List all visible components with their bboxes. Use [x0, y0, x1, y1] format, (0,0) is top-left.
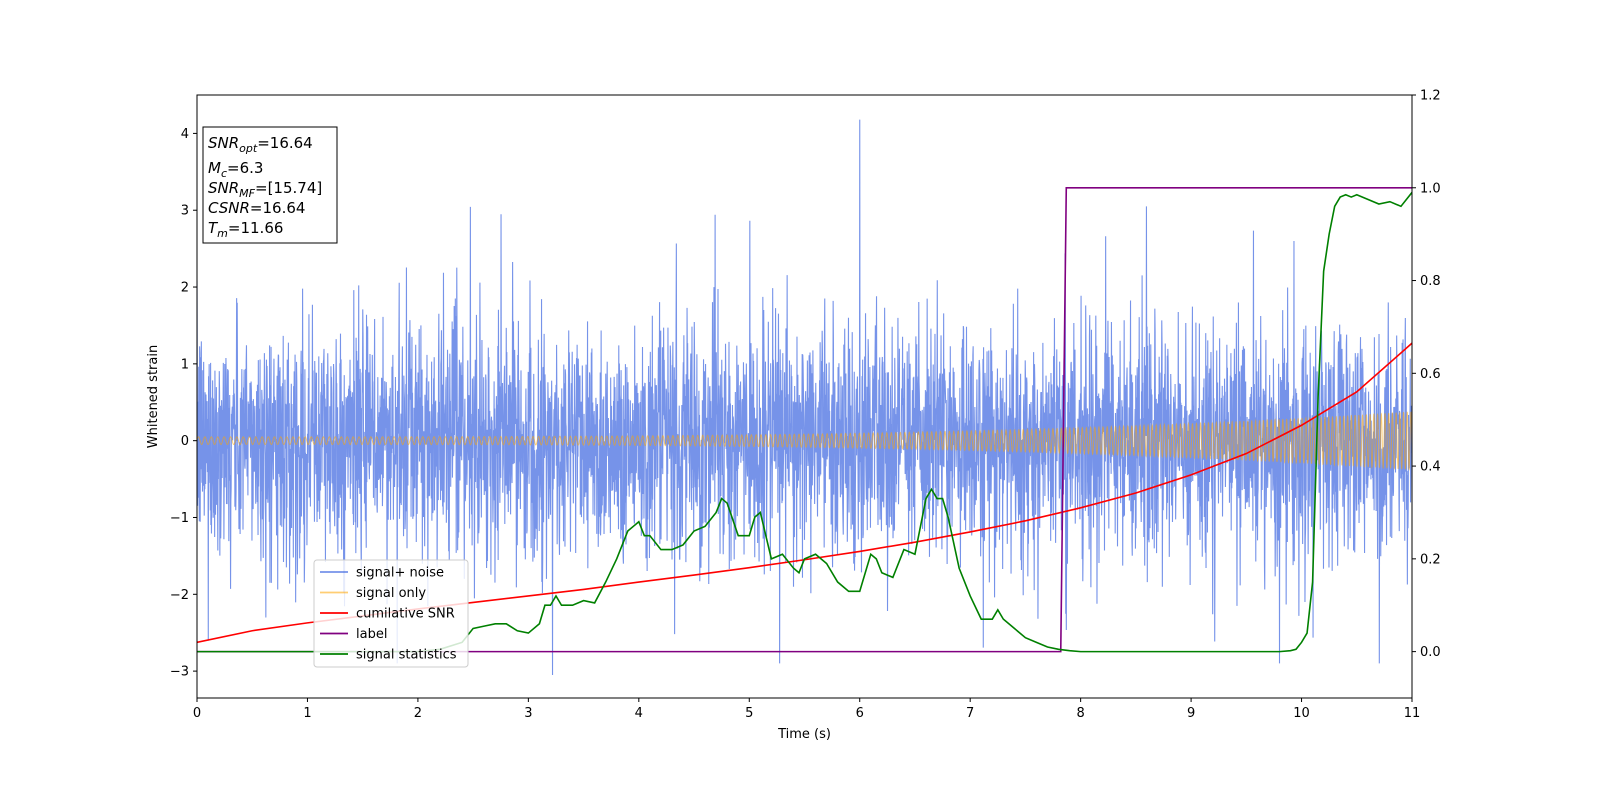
y-tick-label-left: −2 — [170, 588, 189, 603]
annotation-line: SNRMF=[15.74] — [208, 179, 322, 200]
y-tick-label-right: 0.2 — [1420, 552, 1441, 567]
y-tick-label-left: 1 — [181, 357, 189, 372]
x-tick-label: 4 — [635, 706, 643, 721]
y-tick-label-left: −1 — [170, 511, 189, 526]
x-tick-label: 3 — [524, 706, 532, 721]
y-tick-label-right: 1.2 — [1420, 89, 1441, 104]
annotation-frame — [202, 126, 338, 244]
series-signal-only — [197, 411, 1412, 471]
x-tick-label: 0 — [193, 706, 201, 721]
plot-frame — [196, 94, 1413, 699]
series-signal-noise — [197, 119, 1412, 675]
annotation-line: Mc=6.3 — [208, 159, 263, 180]
annotation-line: Tm=11.66 — [208, 219, 283, 240]
series-label — [197, 186, 1412, 653]
x-tick-label: 10 — [1293, 706, 1310, 721]
legend-entry-label: label — [356, 627, 387, 642]
x-tick-label: 11 — [1404, 706, 1421, 721]
y-tick-label-right: 0.0 — [1420, 645, 1441, 660]
legend-entry-signal-statistics: signal statistics — [356, 648, 457, 663]
y-axis-label: Whitened strain — [146, 345, 161, 448]
legend-entry-cumulative-snr: cumilative SNR — [356, 607, 455, 622]
x-axis: 0 1 2 3 4 5 6 7 8 9 10 11 — [193, 698, 1420, 721]
x-tick-label: 1 — [303, 706, 311, 721]
y-tick-label-left: 4 — [181, 127, 189, 142]
y-tick-label-right: 0.6 — [1420, 367, 1441, 382]
x-tick-label: 8 — [1076, 706, 1084, 721]
y-tick-label-left: 3 — [181, 204, 189, 219]
x-tick-label: 7 — [966, 706, 974, 721]
x-tick-label: 9 — [1187, 706, 1195, 721]
y-tick-label-left: 0 — [181, 434, 189, 449]
y-tick-label-right: 0.4 — [1420, 460, 1441, 475]
y-axis-right: 0.0 0.2 0.4 0.6 0.8 1.0 1.2 — [1412, 89, 1441, 660]
y-tick-label-right: 1.0 — [1420, 181, 1441, 196]
x-tick-label: 2 — [414, 706, 422, 721]
x-tick-label: 6 — [856, 706, 864, 721]
series-signal-statistics — [197, 191, 1412, 653]
legend-entry-signal-only: signal only — [356, 586, 426, 601]
legend-entry-signal-noise: signal+ noise — [356, 566, 444, 581]
legend: signal+ noise signal only cumilative SNR la… — [313, 559, 469, 668]
annotation-line: SNRopt=16.64 — [208, 134, 313, 155]
x-axis-label: Time (s) — [777, 727, 831, 742]
annotation-line: CSNR=16.64 — [208, 199, 305, 217]
y-tick-label-left: 2 — [181, 281, 189, 296]
y-axis-left: −3 −2 −1 0 1 2 3 4 — [170, 127, 197, 680]
y-tick-label-right: 0.8 — [1420, 274, 1441, 289]
x-tick-label: 5 — [745, 706, 753, 721]
legend-frame — [313, 559, 469, 668]
y-tick-label-left: −3 — [170, 665, 189, 680]
annotation-box: SNRopt=16.64 Mc=6.3SNRMF=[15.74]CSNR=16.6… — [202, 126, 338, 244]
